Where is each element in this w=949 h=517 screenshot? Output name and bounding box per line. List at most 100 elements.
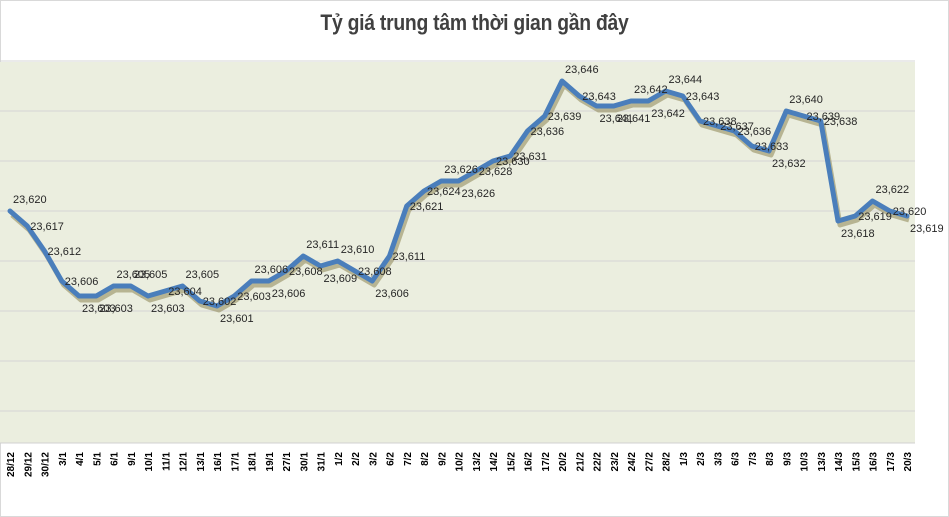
data-label: 23,644	[669, 74, 703, 86]
data-label: 23,624	[427, 186, 461, 198]
x-tick-label: 29/12	[23, 452, 34, 477]
x-tick-label: 10/3	[800, 452, 811, 472]
data-label: 23,606	[255, 264, 289, 276]
data-label: 23,639	[548, 111, 582, 123]
data-label: 23,612	[48, 246, 82, 258]
x-tick-label: 7/2	[403, 452, 414, 466]
data-label: 23,642	[634, 84, 668, 96]
x-tick-label: 5/1	[92, 452, 103, 466]
x-tick-label: 2/3	[696, 452, 707, 466]
data-label: 23,603	[237, 291, 271, 303]
x-tick-label: 24/2	[627, 452, 638, 472]
data-label: 23,605	[186, 269, 220, 281]
data-label: 23,619	[858, 211, 892, 223]
x-tick-label: 6/1	[110, 452, 121, 466]
x-tick-label: 28/12	[6, 452, 17, 477]
data-label: 23,641	[600, 113, 634, 125]
data-label: 23,608	[358, 266, 392, 278]
x-tick-label: 14/3	[834, 452, 845, 472]
x-tick-label: 3/1	[58, 452, 69, 466]
x-tick-label: 20/2	[558, 452, 569, 472]
data-label: 23,622	[876, 184, 910, 196]
x-tick-label: 10/2	[455, 452, 466, 472]
x-tick-label: 16/1	[213, 452, 224, 472]
x-tick-label: 15/3	[851, 452, 862, 472]
data-label: 23,630	[496, 156, 530, 168]
data-label: 23,620	[13, 194, 47, 206]
x-tick-label: 6/2	[386, 452, 397, 466]
x-tick-label: 30/1	[299, 452, 310, 472]
data-label: 23,602	[203, 296, 237, 308]
data-label: 23,643	[686, 91, 720, 103]
data-label: 23,636	[531, 126, 565, 138]
x-tick-label: 3/2	[368, 452, 379, 466]
x-tick-label: 2/2	[351, 452, 362, 466]
x-tick-label: 8/3	[765, 452, 776, 466]
x-tick-label: 12/1	[179, 452, 190, 472]
series-line	[7, 78, 910, 309]
x-tick-label: 22/2	[593, 452, 604, 472]
data-label: 23,603	[151, 303, 185, 315]
x-tick-label: 18/1	[248, 452, 259, 472]
data-label: 23,641	[617, 113, 651, 125]
data-label: 23,620	[893, 206, 927, 218]
x-tick-label: 9/3	[782, 452, 793, 466]
data-label: 23,617	[30, 221, 64, 233]
x-tick-label: 19/1	[265, 452, 276, 472]
data-label: 23,605	[117, 269, 151, 281]
data-label: 23,632	[772, 158, 806, 170]
data-label: 23,640	[789, 94, 823, 106]
x-tick-label: 17/1	[230, 452, 241, 472]
data-label: 23,626	[462, 188, 496, 200]
x-tick-label: 13/2	[472, 452, 483, 472]
data-label: 23,611	[306, 239, 339, 251]
data-label: 23,604	[168, 286, 202, 298]
data-label: 23,637	[720, 121, 754, 133]
data-label: 23,628	[479, 166, 513, 178]
data-label: 23,606	[375, 288, 409, 300]
x-tick-label: 7/3	[748, 452, 759, 466]
x-tick-label: 8/2	[420, 452, 431, 466]
x-tick-label: 20/3	[903, 452, 914, 472]
x-tick-label: 13/1	[196, 452, 207, 472]
x-tick-label: 17/3	[886, 452, 897, 472]
data-label: 23,636	[738, 126, 772, 138]
data-label: 23,608	[289, 266, 323, 278]
data-label: 23,626	[444, 164, 478, 176]
x-tick-label: 21/2	[575, 452, 586, 472]
x-tick-label: 27/1	[282, 452, 293, 472]
data-label: 23,611	[393, 251, 426, 263]
data-label: 23,601	[220, 313, 254, 325]
data-label: 23,631	[513, 151, 547, 163]
data-label: 23,633	[755, 141, 789, 153]
x-tick-label: 17/2	[541, 452, 552, 472]
x-tick-label: 11/1	[161, 452, 172, 471]
data-label: 23,603	[99, 303, 133, 315]
x-tick-label: 10/1	[144, 452, 155, 472]
data-label: 23,638	[824, 116, 858, 128]
data-label: 23,642	[651, 108, 685, 120]
x-tick-label: 1/2	[334, 452, 345, 466]
x-tick-label: 16/3	[869, 452, 880, 472]
x-tick-label: 30/12	[41, 452, 52, 477]
data-label: 23,618	[841, 228, 875, 240]
data-label: 23,606	[65, 276, 99, 288]
data-label: 23,605	[134, 269, 168, 281]
data-label: 23,621	[410, 201, 444, 213]
data-label: 23,646	[565, 64, 599, 76]
data-label: 23,639	[807, 111, 841, 123]
x-tick-label: 9/2	[437, 452, 448, 466]
x-tick-label: 3/3	[713, 452, 724, 466]
x-tick-label: 31/1	[317, 452, 328, 472]
x-tick-label: 4/1	[75, 452, 86, 466]
x-tick-label: 16/2	[524, 452, 535, 472]
data-label: 23,606	[272, 288, 306, 300]
x-tick-label: 28/2	[662, 452, 673, 472]
x-tick-label: 27/2	[644, 452, 655, 472]
x-tick-label: 15/2	[506, 452, 517, 472]
data-label: 23,643	[582, 91, 616, 103]
data-label: 23,610	[341, 244, 375, 256]
x-tick-label: 9/1	[127, 452, 138, 466]
x-tick-label: 14/2	[489, 452, 500, 472]
